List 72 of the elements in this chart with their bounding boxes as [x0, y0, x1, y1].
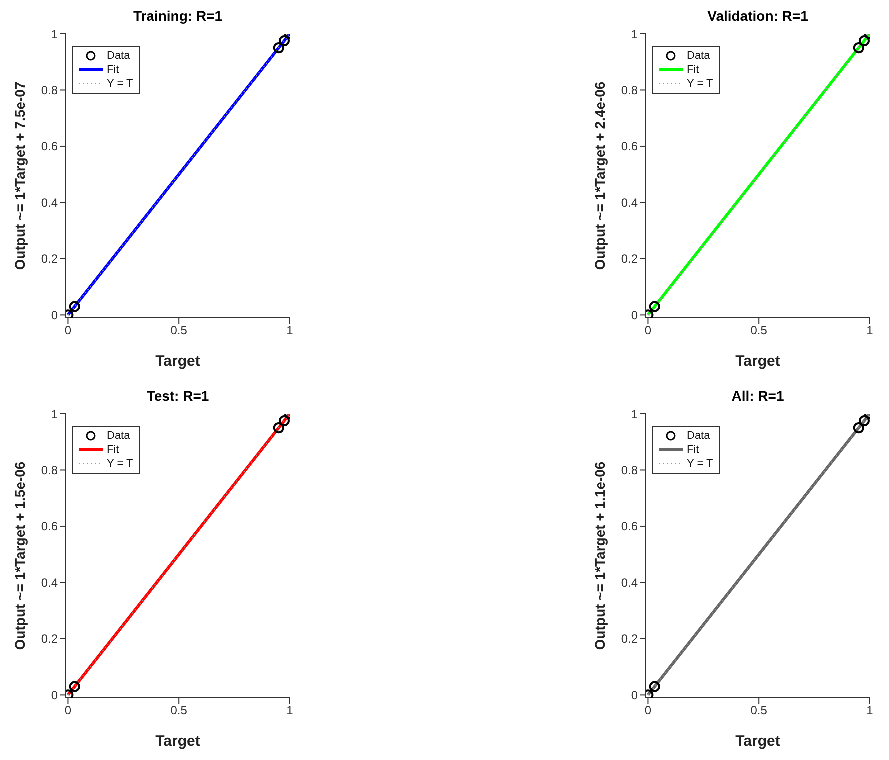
y-tick-label: 0.2 — [621, 252, 638, 266]
x-tick-label: 0.5 — [170, 704, 188, 718]
legend-label: Data — [687, 49, 710, 63]
point — [853, 42, 864, 54]
y-tick-label: 0.2 — [621, 632, 638, 646]
legend-label: Data — [687, 429, 710, 443]
legend-label: Fit — [687, 443, 700, 457]
y-tick-label: 0.4 — [41, 576, 58, 590]
y-tick-label: 0 — [631, 308, 638, 322]
point — [649, 301, 660, 312]
y-tick-label: 0.6 — [621, 140, 638, 154]
y-tick-label: 1 — [631, 407, 638, 422]
x-tick-label: 1 — [286, 704, 294, 718]
point — [273, 422, 284, 434]
point — [278, 36, 290, 47]
x-tick-label: 0.5 — [170, 324, 188, 338]
y-tick-label: 1 — [51, 407, 58, 422]
point — [69, 301, 80, 312]
x-tick-label: 0.5 — [750, 704, 768, 718]
y-tick-label: 1 — [631, 27, 638, 42]
y-tick-label: 0 — [51, 688, 58, 702]
point — [853, 422, 864, 434]
x-tick-label: 0 — [64, 704, 72, 718]
y-tick-label: 0.8 — [621, 464, 638, 478]
y-tick-label: 0 — [51, 308, 58, 322]
legend-label: Fit — [107, 63, 120, 77]
point — [69, 681, 80, 692]
x-axis-title: Target — [736, 733, 780, 750]
point — [649, 681, 660, 692]
legend-label: Fit — [107, 443, 120, 457]
x-tick-label: 1 — [866, 704, 874, 718]
chart-title: All: R=1 — [730, 388, 786, 406]
x-tick-label: 0 — [644, 324, 652, 338]
y-tick-label: 0.4 — [621, 576, 638, 590]
x-tick-label: 0 — [64, 324, 72, 338]
point — [273, 42, 284, 54]
y-tick-label: 1 — [51, 27, 58, 42]
legend-label: Y = T — [107, 457, 134, 471]
x-tick-label: 0.5 — [750, 324, 768, 338]
legend-label: Y = T — [687, 457, 714, 471]
y-tick-label: 0.2 — [41, 252, 58, 266]
y-tick-label: 0 — [631, 688, 638, 702]
chart-title: Training: R=1 — [132, 8, 224, 26]
y-tick-label: 0.8 — [41, 464, 58, 478]
point — [278, 416, 290, 427]
y-tick-label: 0.4 — [621, 196, 638, 210]
chart-title: Validation: R=1 — [706, 8, 810, 26]
x-tick-label: 0 — [644, 704, 652, 718]
legend-label: Data — [107, 429, 130, 443]
y-axis-title: Output ~= 1*Target + 7.5e-07 — [12, 82, 28, 270]
y-axis-title: Output ~= 1*Target + 2.4e-06 — [592, 82, 608, 270]
y-axis-title: Output ~= 1*Target + 1.1e-06 — [592, 462, 608, 650]
x-axis-title: Target — [736, 353, 780, 370]
y-axis-title: Output ~= 1*Target + 1.5e-06 — [12, 462, 28, 650]
y-tick-label: 0.8 — [41, 84, 58, 98]
point — [858, 36, 870, 47]
chart-title: Test: R=1 — [146, 388, 210, 406]
x-tick-label: 1 — [866, 324, 874, 338]
y-tick-label: 0.6 — [621, 520, 638, 534]
legend-label: Data — [107, 49, 130, 63]
y-tick-label: 0.2 — [41, 632, 58, 646]
x-tick-label: 1 — [286, 324, 294, 338]
y-tick-label: 0.4 — [41, 196, 58, 210]
y-tick-label: 0.8 — [621, 84, 638, 98]
y-tick-label: 0.6 — [41, 520, 58, 534]
legend-label: Y = T — [107, 77, 134, 91]
y-tick-label: 0.6 — [41, 140, 58, 154]
point — [858, 416, 870, 427]
legend-label: Y = T — [687, 77, 714, 91]
legend-label: Fit — [687, 63, 700, 77]
x-axis-title: Target — [156, 733, 200, 750]
x-axis-title: Target — [156, 353, 200, 370]
